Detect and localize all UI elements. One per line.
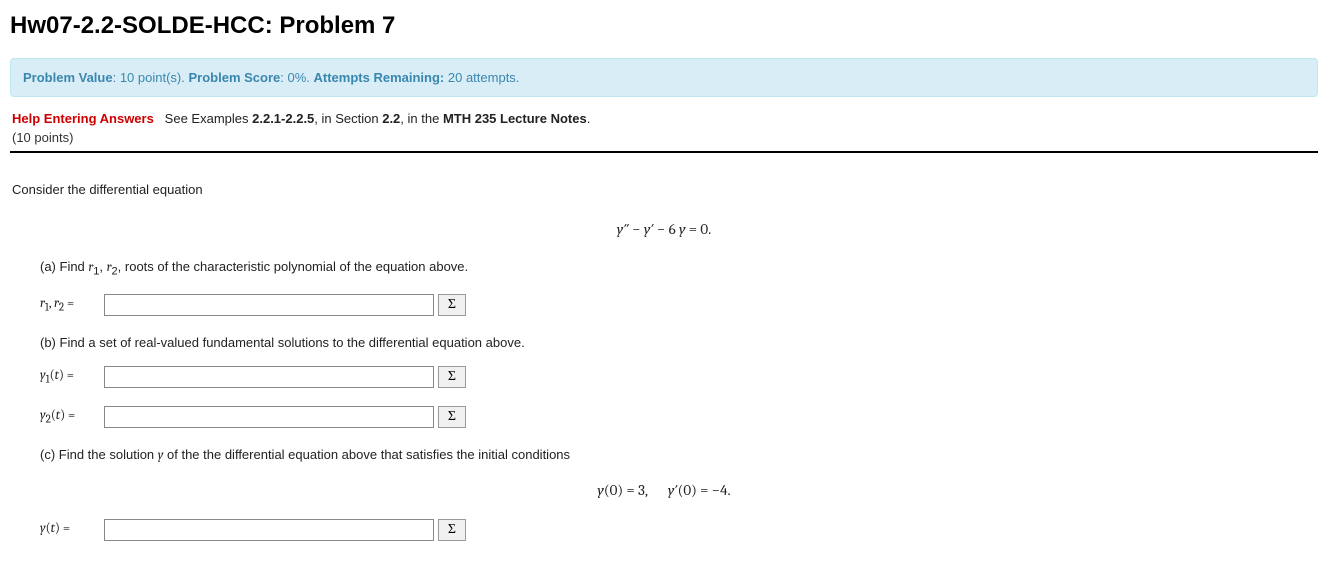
status-bar: Problem Value: 10 point(s). Problem Scor… [10, 58, 1318, 97]
answer-b2-input[interactable] [104, 406, 434, 428]
answer-c-label: y(t) = [40, 520, 96, 538]
answer-row-b1: y1(t) = Σ [40, 366, 1316, 388]
divider [10, 151, 1318, 153]
points-line: (10 points) [10, 128, 1318, 151]
part-a-pre: (a) Find [40, 259, 88, 274]
answer-b1-label: y1(t) = [40, 367, 96, 387]
page-title: Hw07-2.2-SOLDE-HCC: Problem 7 [10, 12, 1318, 40]
part-a-comma: , [99, 259, 106, 274]
answer-a-input[interactable] [104, 294, 434, 316]
see-examples-text: See Examples [165, 111, 249, 126]
intro-text: Consider the differential equation [12, 181, 1316, 199]
help-line: Help Entering Answers See Examples 2.2.1… [10, 111, 1318, 128]
sigma-button-b1[interactable]: Σ [438, 366, 466, 388]
answer-a-label: r1, r2 = [40, 295, 96, 315]
status-value-label: Problem Value [23, 70, 113, 85]
part-a-text: (a) Find r1, r2, roots of the characteri… [40, 258, 1316, 280]
main-equation: y″ − y′ − 6 y = 0. [12, 219, 1316, 240]
status-value: 10 point(s) [120, 70, 181, 85]
part-c-text: (c) Find the solution y of the the diffe… [40, 446, 1316, 465]
part-c-pre: (c) Find the solution [40, 447, 158, 462]
part-a-post: , roots of the characteristic polynomial… [118, 259, 468, 274]
examples-ref: 2.2.1-2.2.5 [252, 111, 314, 126]
answer-b1-input[interactable] [104, 366, 434, 388]
help-entering-answers-link[interactable]: Help Entering Answers [12, 111, 154, 126]
status-score-label: Problem Score [188, 70, 280, 85]
status-attempts-label: Attempts Remaining: [314, 70, 445, 85]
status-attempts: 20 attempts. [448, 70, 520, 85]
sigma-button-c[interactable]: Σ [438, 519, 466, 541]
sigma-button-b2[interactable]: Σ [438, 406, 466, 428]
notes-text: , in the [400, 111, 443, 126]
section-text: , in Section [314, 111, 382, 126]
answer-b2-label: y2(t) = [40, 407, 96, 427]
status-score: 0% [287, 70, 306, 85]
answer-row-c: y(t) = Σ [40, 519, 1316, 541]
answer-row-a: r1, r2 = Σ [40, 294, 1316, 316]
sigma-button-a[interactable]: Σ [438, 294, 466, 316]
problem-body: Consider the differential equation y″ − … [10, 181, 1318, 541]
ic-equation: y(0) = 3, y′(0) = −4. [12, 480, 1316, 501]
part-c-post: of the the differential equation above t… [163, 447, 570, 462]
section-ref: 2.2 [382, 111, 400, 126]
answer-c-input[interactable] [104, 519, 434, 541]
part-b-text: (b) Find a set of real-valued fundamenta… [40, 334, 1316, 352]
lecture-notes-ref: MTH 235 Lecture Notes [443, 111, 587, 126]
answer-row-b2: y2(t) = Σ [40, 406, 1316, 428]
